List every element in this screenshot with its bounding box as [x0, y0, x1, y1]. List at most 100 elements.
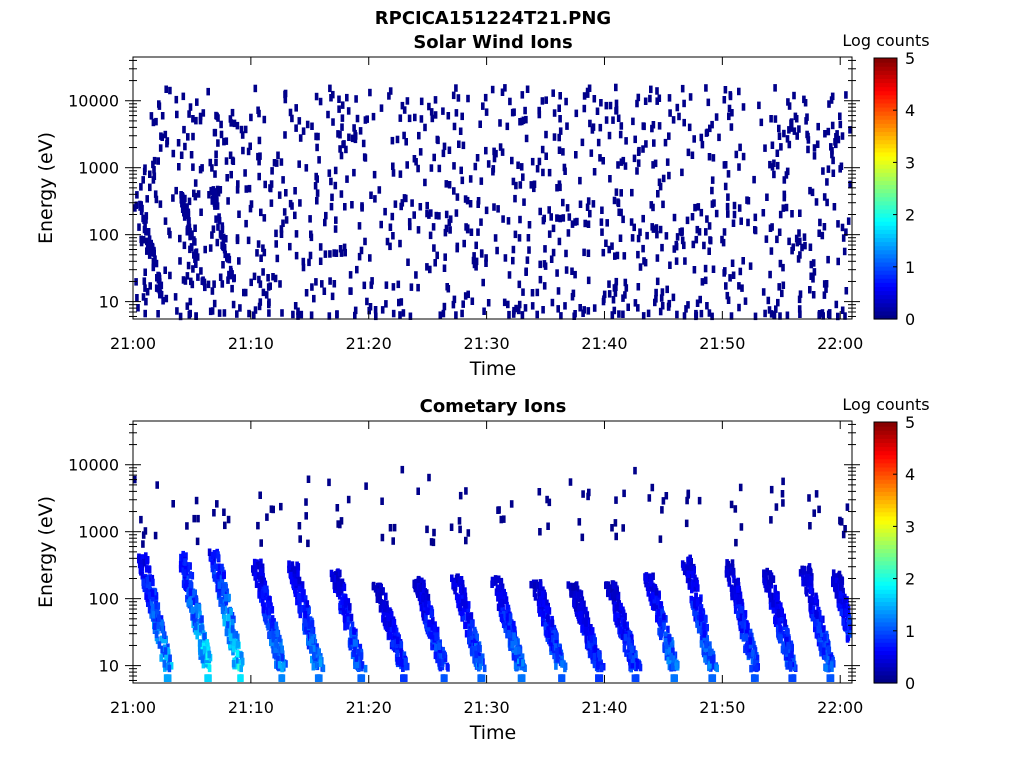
heatmap-cell — [368, 88, 372, 97]
colorbar-segment — [874, 430, 897, 435]
heatmap-cell — [364, 482, 368, 490]
heatmap-cell — [844, 228, 848, 236]
heatmap-cell — [191, 115, 195, 123]
heatmap-cell — [665, 158, 670, 166]
heatmap-cell — [523, 664, 527, 672]
heatmap-cell — [417, 131, 421, 140]
heatmap-cell — [432, 635, 436, 643]
colorbar-segment — [874, 306, 897, 312]
heatmap-cell — [257, 584, 262, 592]
heatmap-cell — [450, 574, 454, 582]
heatmap-cell — [149, 239, 153, 248]
heatmap-cell — [336, 568, 340, 576]
colorbar-segment — [874, 548, 897, 554]
heatmap-cell — [788, 661, 793, 669]
heatmap-cell — [472, 646, 477, 654]
heatmap-cell — [551, 224, 556, 233]
heatmap-cell — [696, 626, 701, 634]
heatmap-cell — [633, 299, 638, 307]
heatmap-cell — [441, 674, 445, 682]
heatmap-cell — [274, 240, 278, 248]
heatmap-cell — [745, 196, 749, 204]
heatmap-cell — [241, 146, 245, 155]
heatmap-cell — [300, 594, 305, 603]
heatmap-cell — [667, 94, 672, 102]
heatmap-cell — [558, 183, 562, 192]
heatmap-cell — [207, 548, 212, 556]
heatmap-cell — [228, 265, 233, 274]
colorbar-segment — [874, 544, 897, 550]
heatmap-cell — [142, 277, 147, 285]
heatmap-cell — [355, 114, 360, 123]
heatmap-cell — [501, 610, 506, 619]
heatmap-cell — [650, 223, 654, 231]
heatmap-cell — [552, 133, 557, 141]
heatmap-cell — [578, 176, 582, 185]
heatmap-cell — [263, 580, 268, 589]
heatmap-cell — [135, 191, 139, 199]
heatmap-cell — [459, 166, 463, 175]
heatmap-cell — [274, 661, 278, 669]
heatmap-cell — [698, 295, 702, 304]
heatmap-cell — [143, 527, 148, 535]
heatmap-cell — [607, 131, 612, 140]
heatmap-cell — [519, 163, 524, 171]
heatmap-cell — [615, 612, 620, 621]
heatmap-cell — [663, 138, 668, 147]
heatmap-cell — [466, 290, 470, 299]
heatmap-cell — [160, 645, 164, 654]
heatmap-cell — [136, 304, 140, 312]
colorbar-segment — [874, 487, 897, 492]
heatmap-cell — [726, 296, 731, 304]
heatmap-cell — [494, 149, 498, 158]
heatmap-cell — [332, 249, 336, 257]
heatmap-cell — [357, 252, 362, 261]
heatmap-cell — [466, 94, 470, 103]
colorbar-segment — [874, 613, 897, 619]
x-tick-label: 21:00 — [110, 334, 156, 353]
heatmap-cell — [403, 674, 408, 682]
heatmap-cell — [562, 660, 566, 668]
heatmap-cell — [664, 653, 669, 661]
heatmap-cell — [355, 265, 359, 274]
heatmap-cell — [727, 104, 732, 113]
heatmap-cell — [147, 235, 152, 243]
heatmap-cell — [520, 311, 525, 319]
heatmap-cell — [532, 581, 537, 590]
plot-frame — [132, 420, 853, 684]
heatmap-cell — [429, 164, 434, 172]
heatmap-cell — [792, 91, 796, 100]
heatmap-cell — [814, 631, 819, 639]
heatmap-cell — [806, 132, 810, 141]
heatmap-cell — [644, 140, 648, 148]
heatmap-cell — [240, 657, 245, 666]
x-axis-label: Time — [469, 358, 517, 380]
heatmap-cell — [824, 635, 829, 643]
heatmap-cell — [442, 651, 446, 659]
heatmap-cell — [808, 243, 813, 251]
heatmap-cell — [186, 588, 190, 597]
heatmap-cell — [596, 662, 600, 670]
heatmap-cell — [782, 613, 786, 622]
heatmap-cell — [261, 268, 265, 276]
heatmap-cell — [708, 641, 712, 649]
y-axis-label: Energy (eV) — [35, 496, 57, 608]
heatmap-cell — [614, 532, 618, 541]
heatmap-cell — [460, 309, 464, 318]
heatmap-cell — [380, 533, 385, 542]
heatmap-cell — [339, 249, 344, 257]
heatmap-cell — [785, 135, 790, 143]
heatmap-cell — [289, 576, 294, 585]
colorbar-segment — [874, 265, 897, 271]
heatmap-cell — [437, 164, 442, 173]
heatmap-cell — [732, 201, 737, 210]
heatmap-cell — [683, 257, 687, 265]
heatmap-cell — [229, 607, 233, 616]
heatmap-cell — [405, 662, 410, 671]
heatmap-cell — [746, 218, 750, 227]
heatmap-cell — [521, 659, 525, 667]
heatmap-cell — [461, 598, 465, 607]
heatmap-cell — [517, 674, 522, 682]
heatmap-cell — [315, 674, 319, 682]
heatmap-cell — [226, 613, 231, 622]
